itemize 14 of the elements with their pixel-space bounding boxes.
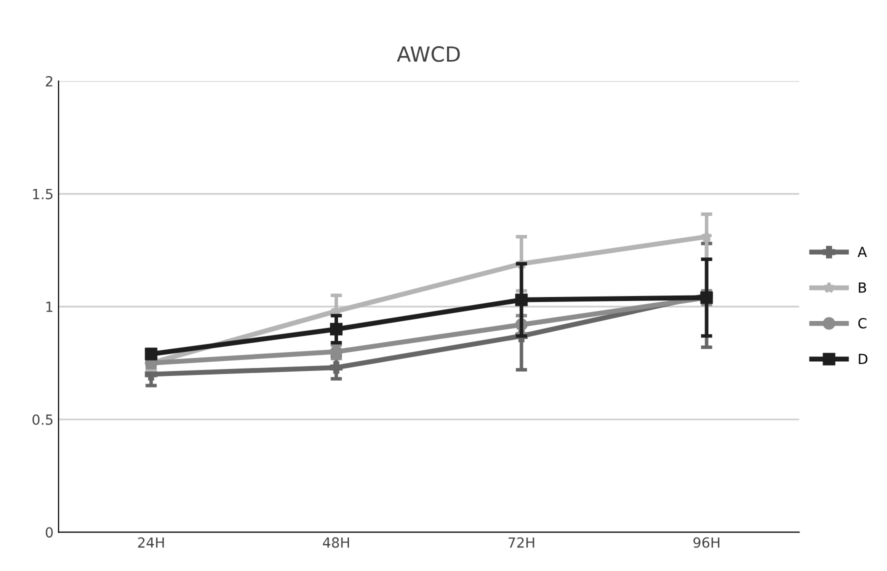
chart-title: AWCD xyxy=(396,46,460,62)
legend-label: C xyxy=(858,318,866,328)
y-tick-label: 0 xyxy=(46,527,53,538)
x-tick-label: 48H xyxy=(322,537,349,548)
legend-label: A xyxy=(858,246,867,257)
legend-label: D xyxy=(858,354,868,364)
y-tick-label: 1.5 xyxy=(33,189,52,200)
y-tick-label: 0.5 xyxy=(32,414,52,425)
y-tick-label: 1 xyxy=(46,302,52,312)
y-tick-label: 2 xyxy=(46,76,52,86)
x-tick-label: 24H xyxy=(138,537,164,548)
x-tick-label: 96H xyxy=(693,537,720,548)
x-tick-label: 72H xyxy=(508,537,534,548)
legend-label: B xyxy=(858,282,866,293)
